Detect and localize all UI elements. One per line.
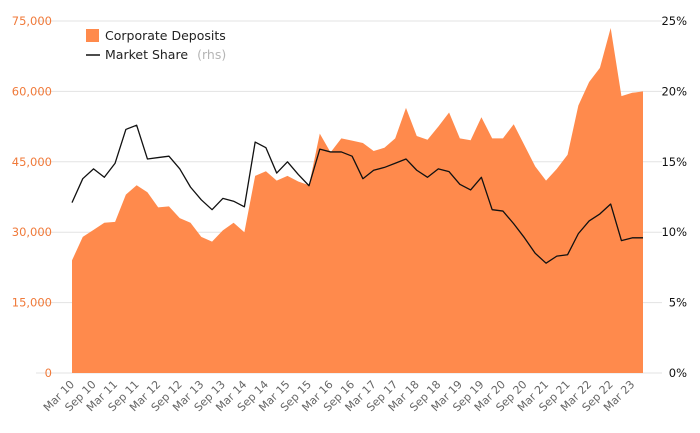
legend: Corporate Deposits Market Share (rhs): [86, 28, 226, 63]
left-axis-tick-label: 60,000: [12, 84, 52, 98]
legend-swatch-corporate-deposits: [86, 29, 99, 42]
legend-label-corporate-deposits: Corporate Deposits: [105, 28, 226, 43]
right-axis-tick-label: 10%: [661, 225, 687, 239]
left-axis-tick-label: 0: [45, 366, 52, 380]
right-y-axis: 0% 5% 10% 15% 20% 25%: [661, 14, 687, 380]
left-y-axis: 0 15,000 30,000 45,000 60,000 75,000: [12, 14, 52, 380]
right-axis-tick-label: 5%: [669, 296, 687, 310]
right-axis-tick-label: 25%: [661, 14, 687, 28]
right-axis-tick-label: 20%: [661, 84, 687, 98]
left-axis-tick-label: 75,000: [12, 14, 52, 28]
right-axis-tick-label: 15%: [661, 155, 687, 169]
left-axis-tick-label: 15,000: [12, 296, 52, 310]
plot-lines: [71, 124, 643, 264]
left-axis-tick-label: 45,000: [12, 155, 52, 169]
series-line-market-share: [71, 124, 643, 264]
legend-note-rhs: (rhs): [197, 47, 226, 62]
legend-label-market-share: Market Share: [105, 47, 188, 62]
right-axis-tick-label: 0%: [669, 366, 687, 380]
series-area-corporate-deposits: [72, 28, 643, 373]
plot-area: [72, 28, 643, 373]
left-axis-tick-label: 30,000: [12, 225, 52, 239]
legend-label-market-share-group: Market Share (rhs): [105, 44, 226, 63]
